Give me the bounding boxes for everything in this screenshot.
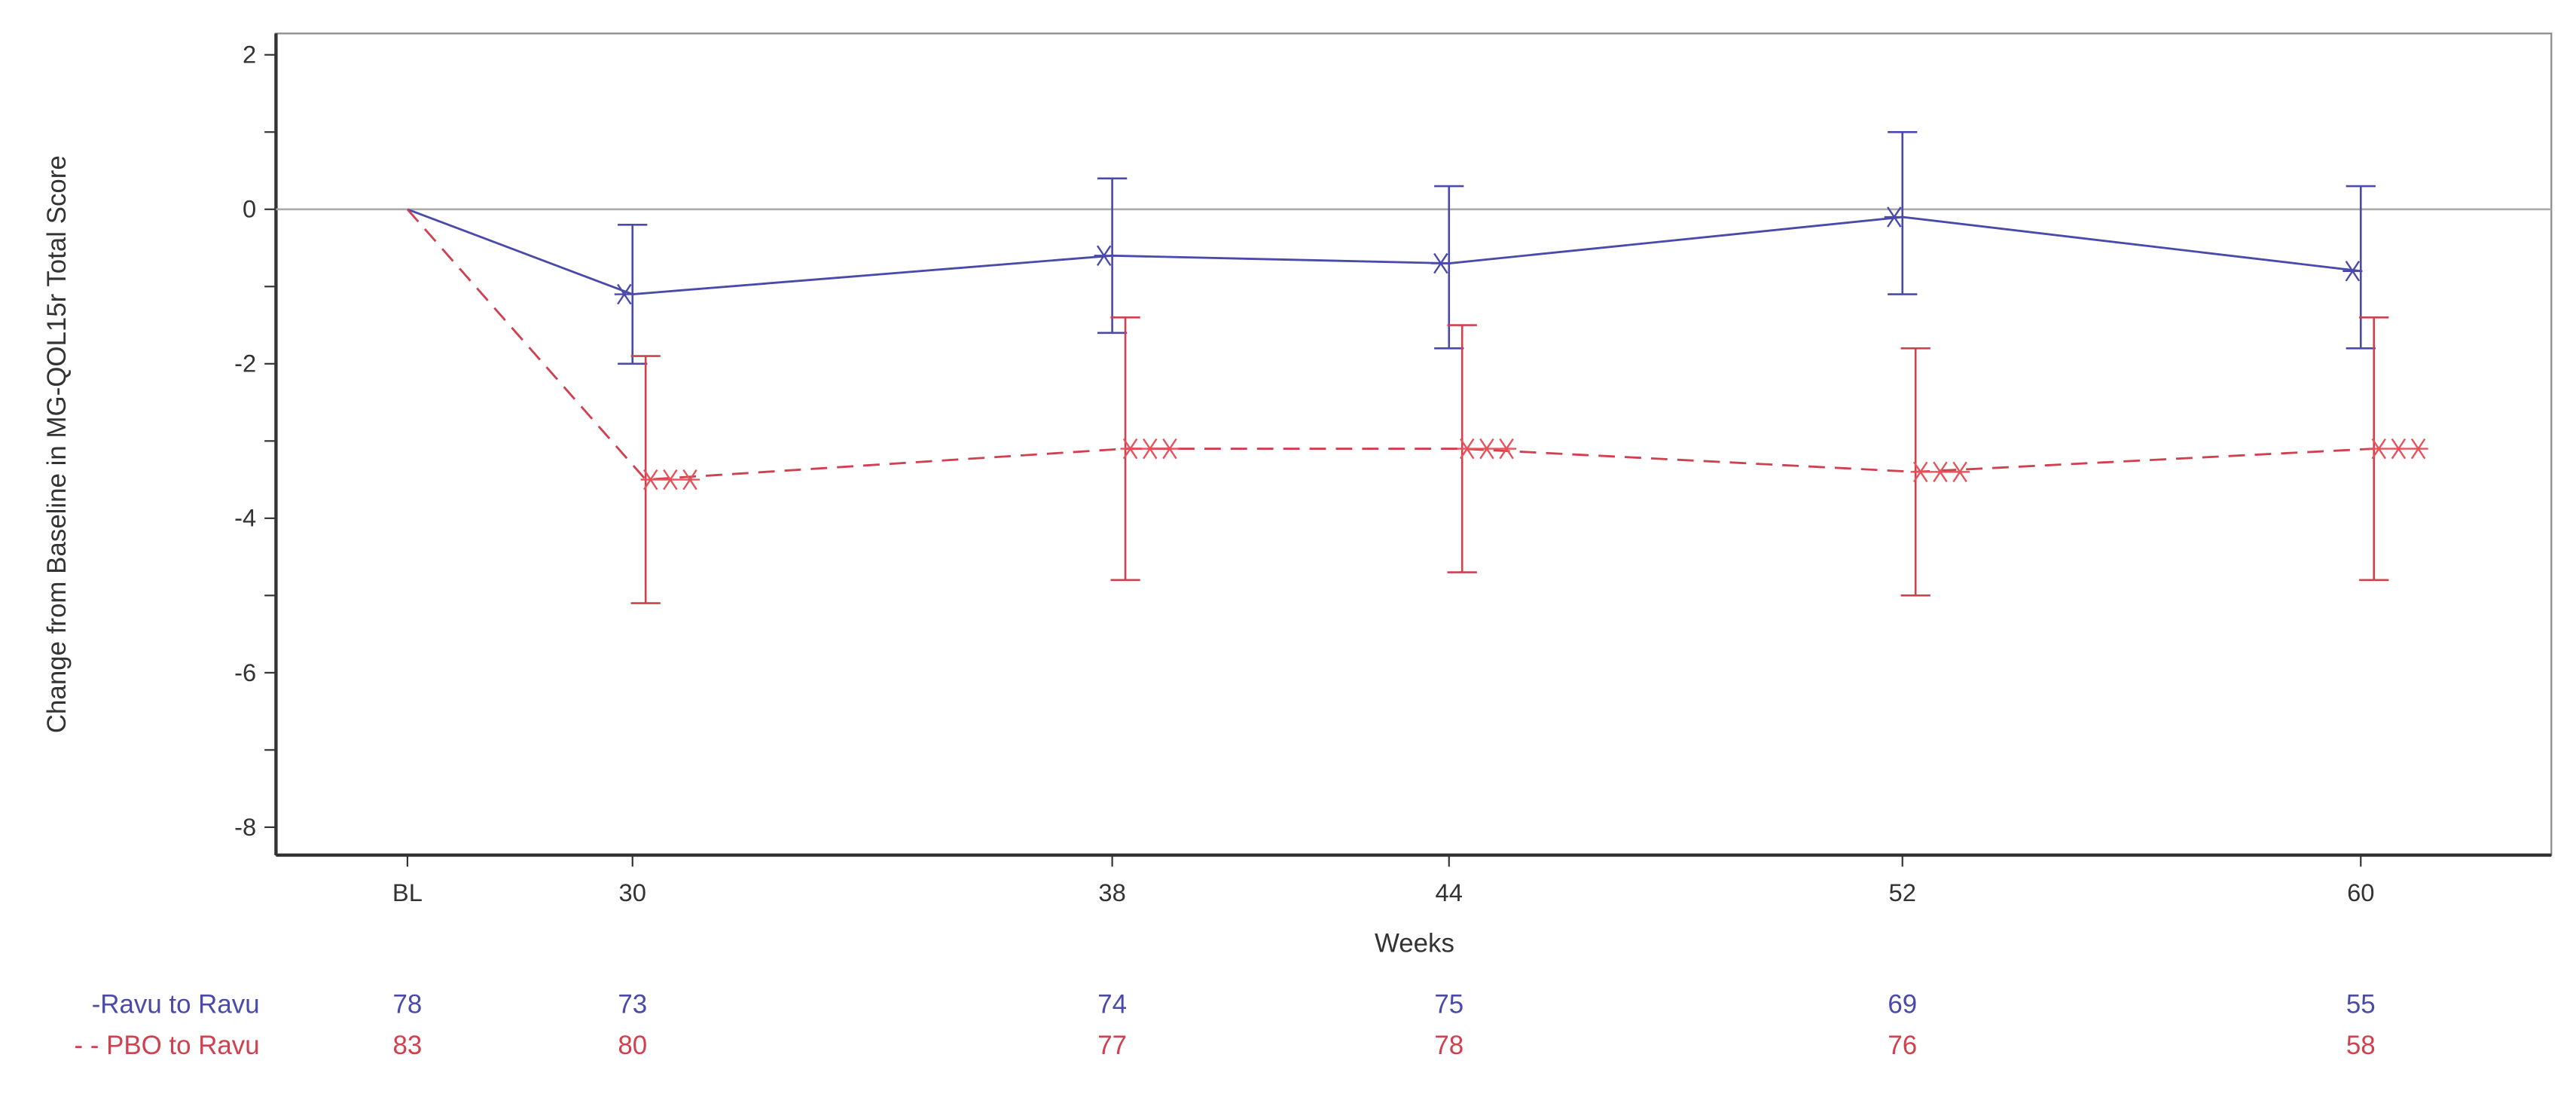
data-point-star <box>1884 206 1904 228</box>
star-stroke <box>2391 438 2407 460</box>
data-point-star <box>1497 438 1517 460</box>
data-point-star <box>614 283 634 305</box>
n-at-risk-ravu: 55 <box>2346 989 2376 1019</box>
data-point-star <box>2408 438 2428 460</box>
n-at-risk-pbo: 80 <box>618 1031 647 1060</box>
n-at-risk-pbo: 78 <box>1434 1031 1463 1060</box>
legend-ravu: -Ravu to Ravu <box>92 989 260 1019</box>
data-point-star <box>1094 245 1114 267</box>
data-point-star <box>679 469 700 490</box>
star-stroke <box>1887 206 1902 228</box>
data-point-star <box>1949 461 1970 483</box>
n-at-risk-ravu: 69 <box>1888 989 1917 1019</box>
star-stroke <box>1933 461 1948 483</box>
series-line-ravu <box>407 208 2361 295</box>
error-bar <box>1888 130 1918 295</box>
data-point-star <box>1140 438 1160 460</box>
error-bar <box>2346 185 2376 350</box>
data-point-star <box>1930 461 1950 483</box>
y-tick-label: 0 <box>243 195 256 223</box>
data-point-star <box>1120 438 1140 460</box>
series-line-pbo <box>406 208 2374 481</box>
x-tick-label: BL <box>392 879 423 906</box>
x-tick-label: 52 <box>1889 879 1916 906</box>
plot-frame <box>275 32 2553 857</box>
n-at-risk-pbo: 58 <box>2346 1031 2376 1060</box>
star-stroke <box>1096 245 1112 267</box>
data-point-star <box>1430 252 1451 274</box>
legend-pbo: - - PBO to Ravu <box>74 1031 259 1060</box>
y-tick-label: -6 <box>234 659 256 686</box>
data-point-star <box>1476 438 1497 460</box>
star-stroke <box>617 283 632 305</box>
n-at-risk-ravu: 75 <box>1434 989 1463 1019</box>
data-point-star <box>1910 461 1930 483</box>
star-stroke <box>682 469 697 490</box>
star-stroke <box>1143 438 1158 460</box>
x-tick-label: 60 <box>2347 879 2374 906</box>
data-point-star <box>640 469 661 490</box>
data-point-star <box>1457 438 1477 460</box>
n-at-risk-pbo: 83 <box>393 1031 423 1060</box>
star-stroke <box>1122 438 1138 460</box>
data-point-star <box>2388 438 2409 460</box>
error-bar <box>1434 185 1464 350</box>
x-axis-label: Weeks <box>1375 929 1454 958</box>
x-tick-label: 38 <box>1098 879 1125 906</box>
x-tick-label: 30 <box>619 879 646 906</box>
n-at-risk-ravu: 78 <box>393 989 423 1019</box>
star-stroke <box>2345 261 2361 282</box>
data-point-star <box>2343 261 2363 282</box>
y-tick-label: -4 <box>234 504 256 532</box>
star-stroke <box>1913 461 1928 483</box>
x-tick-label: 44 <box>1436 879 1463 906</box>
star-stroke <box>2371 438 2386 460</box>
y-tick-label: -8 <box>234 813 256 841</box>
star-stroke <box>2410 438 2426 460</box>
star-stroke <box>663 469 678 490</box>
star-stroke <box>1479 438 1494 460</box>
star-stroke <box>643 469 658 490</box>
star-stroke <box>1162 438 1177 460</box>
n-at-risk-ravu: 74 <box>1097 989 1127 1019</box>
data-point-star <box>1159 438 1180 460</box>
star-stroke <box>1433 252 1448 274</box>
y-tick-label: 2 <box>243 41 256 69</box>
y-tick-label: -2 <box>234 350 256 377</box>
data-point-star <box>660 469 680 490</box>
star-stroke <box>1460 438 1475 460</box>
n-at-risk-ravu: 73 <box>618 989 647 1019</box>
n-at-risk-pbo: 77 <box>1097 1031 1127 1060</box>
star-stroke <box>1952 461 1967 483</box>
data-point-star <box>2369 438 2389 460</box>
n-at-risk-pbo: 76 <box>1888 1031 1917 1060</box>
y-axis-label: Change from Baseline in MG-QOL15r Total … <box>42 155 72 733</box>
star-stroke <box>1499 438 1514 460</box>
